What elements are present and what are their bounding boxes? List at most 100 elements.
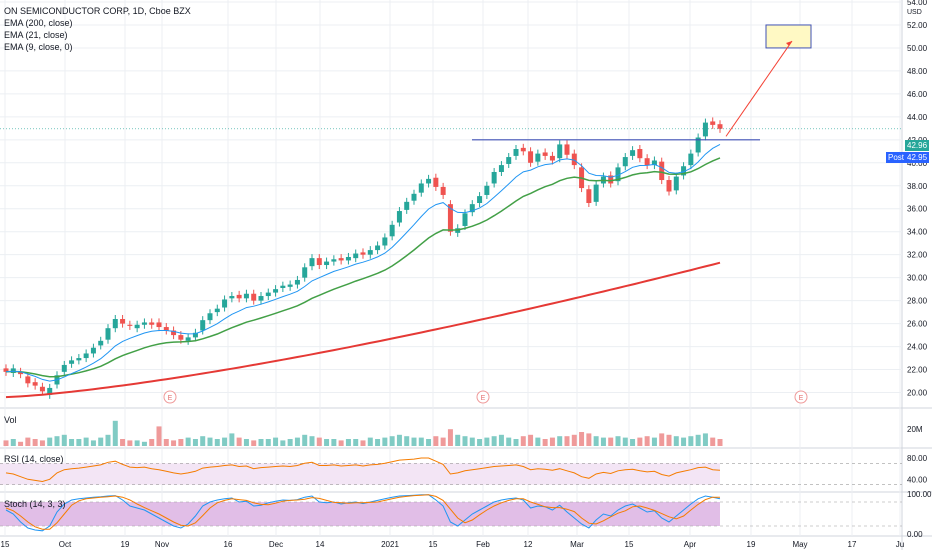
candle-body (447, 204, 453, 232)
stoch-tick-label: 0.00 (907, 530, 923, 539)
earnings-marker-label: E (168, 395, 173, 402)
volume-bar (309, 436, 315, 446)
price-tick-label: 36.00 (907, 205, 928, 214)
volume-bar (243, 439, 249, 446)
candle-body (564, 144, 570, 155)
candle-body (418, 183, 424, 193)
candle-body (83, 353, 89, 359)
candle-body (571, 153, 577, 166)
earnings-marker-label: E (799, 395, 804, 402)
candle-body (710, 121, 716, 125)
candle-body (61, 364, 67, 372)
earnings-marker (163, 390, 177, 404)
candle-body (69, 360, 75, 364)
volume-bar (418, 437, 424, 446)
candle-body (141, 322, 147, 325)
volume-bar (695, 434, 701, 446)
candle-body (156, 322, 162, 328)
volume-bar (455, 434, 461, 446)
target-box (765, 24, 812, 49)
price-tick-label: 26.00 (907, 320, 928, 329)
volume-bar (258, 439, 264, 446)
candle-body (644, 158, 650, 166)
time-tick-label: 15 (429, 540, 438, 549)
candle-body (360, 252, 366, 255)
volume-bar (396, 434, 402, 446)
volume-bar (666, 434, 672, 446)
volume-bar (112, 420, 118, 446)
volume-bar (61, 434, 67, 446)
volume-bar (18, 441, 24, 446)
candle-body (251, 293, 257, 301)
volume-bar (411, 437, 417, 446)
candle-body (681, 166, 687, 176)
candle-body (462, 213, 468, 226)
volume-bar (134, 440, 140, 446)
candle-body (542, 152, 548, 156)
stoch-band (0, 502, 720, 526)
candle-body (39, 386, 45, 392)
volume-bar (120, 439, 126, 446)
candle-body (375, 245, 381, 251)
price-tick-label: 50.00 (907, 44, 928, 53)
volume-bar (229, 433, 235, 446)
candle-body (498, 165, 504, 172)
volume-bar (207, 437, 213, 446)
volume-bar (171, 440, 177, 446)
volume-bar (287, 439, 293, 446)
candle-body (331, 259, 337, 262)
volume-bar (528, 434, 534, 446)
volume-bar (360, 440, 366, 446)
volume-bar (608, 437, 614, 446)
candle-body (163, 327, 169, 331)
volume-bar (90, 440, 96, 446)
volume-bar (251, 440, 257, 446)
rsi-line (5, 457, 721, 483)
time-tick-label: Mar (570, 540, 584, 549)
candle-body (717, 124, 723, 129)
target-arrow (725, 40, 793, 137)
volume-bar (651, 437, 657, 446)
candle-body (673, 176, 679, 191)
volume-bar (688, 436, 694, 446)
earnings-marker (794, 390, 808, 404)
volume-bar (222, 437, 228, 446)
volume-bar (579, 432, 585, 446)
candle-body (127, 324, 133, 326)
candle-body (615, 167, 621, 182)
candle-body (98, 340, 104, 346)
time-tick-label: Ju (896, 540, 904, 549)
rsi-tick-label: 80.00 (907, 454, 928, 463)
volume-bar (440, 437, 446, 446)
price-tick-label: 40.00 (907, 159, 928, 168)
volume-bar (141, 441, 147, 446)
time-tick-label: 19 (747, 540, 756, 549)
volume-bar (506, 437, 512, 446)
price-tick-label: 24.00 (907, 343, 928, 352)
rsi-tick-label: 40.00 (907, 475, 928, 484)
volume-bar (149, 439, 155, 446)
volume-bar (47, 437, 53, 446)
volume-bar (469, 437, 475, 446)
candle-body (396, 211, 402, 223)
volume-bar (513, 439, 519, 446)
volume-bar (316, 437, 322, 446)
volume-bar (710, 437, 716, 446)
candle-body (324, 261, 330, 266)
time-tick-label: Oct (59, 540, 72, 549)
stoch-d-line (5, 494, 720, 530)
volume-bar (105, 434, 111, 446)
volume-bar (83, 437, 89, 446)
volume-bar (302, 434, 308, 446)
candle-body (367, 250, 373, 255)
candle-body (593, 184, 599, 202)
last-price-badge: 42.96 (905, 140, 930, 151)
volume-bar (498, 434, 504, 446)
price-tick-label: 20.00 (907, 389, 928, 398)
earnings-marker-label: E (481, 395, 486, 402)
volume-bar (615, 436, 621, 446)
candle-body (309, 258, 315, 267)
time-tick-label: Dec (269, 540, 283, 549)
volume-pane-label: Vol (4, 415, 17, 425)
